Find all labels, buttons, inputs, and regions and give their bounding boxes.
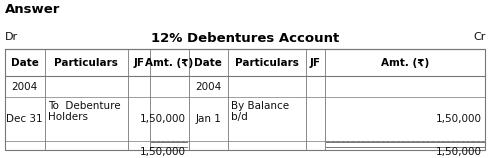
Text: 1,50,000: 1,50,000: [139, 147, 185, 157]
Text: Cr: Cr: [473, 31, 486, 42]
Bar: [4, 49, 486, 150]
Text: 1,50,000: 1,50,000: [139, 114, 185, 124]
Text: Jan 1: Jan 1: [196, 114, 221, 124]
Text: 2004: 2004: [195, 82, 221, 92]
Text: Amt. (₹): Amt. (₹): [381, 58, 429, 68]
Text: 12% Debentures Account: 12% Debentures Account: [151, 31, 339, 45]
Text: Date: Date: [195, 58, 222, 68]
Text: JF: JF: [133, 58, 144, 68]
Text: 2004: 2004: [11, 82, 38, 92]
Text: Particulars: Particulars: [54, 58, 118, 68]
Text: Amt. (₹): Amt. (₹): [145, 58, 194, 68]
Text: To  Debenture
Holders: To Debenture Holders: [48, 101, 121, 122]
Text: Date: Date: [11, 58, 39, 68]
Text: Answer: Answer: [4, 3, 60, 16]
Text: Particulars: Particulars: [235, 58, 299, 68]
Text: 1,50,000: 1,50,000: [436, 147, 482, 157]
Text: 1,50,000: 1,50,000: [436, 114, 482, 124]
Text: By Balance
b/d: By Balance b/d: [231, 101, 290, 122]
Text: Dec 31: Dec 31: [6, 114, 43, 124]
Text: JF: JF: [310, 58, 321, 68]
Text: Dr: Dr: [4, 31, 18, 42]
